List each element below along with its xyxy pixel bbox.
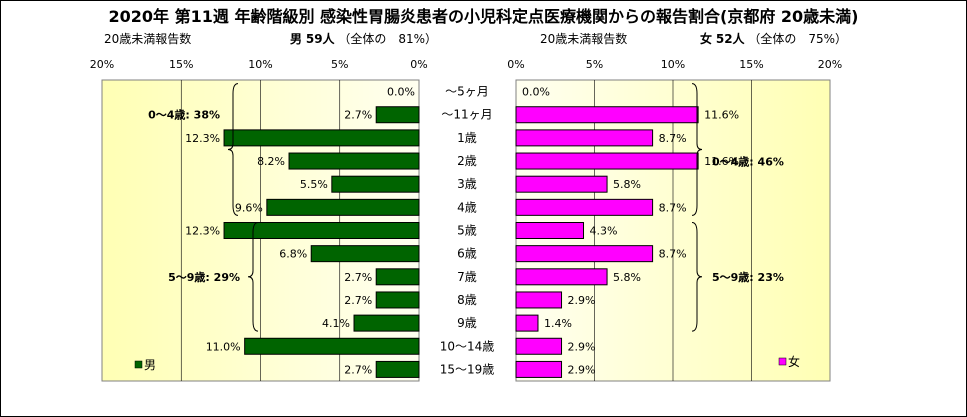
male-bar (375, 106, 420, 124)
female-bar (515, 152, 699, 170)
category-label: 5歳 (457, 224, 477, 238)
male-bar (331, 175, 420, 193)
category-label: 7歳 (457, 270, 477, 284)
male-value-label: 9.6% (235, 201, 263, 214)
male-brace-0-4 (227, 83, 239, 216)
female-brace-0-4 (691, 83, 703, 216)
female-value-label: 8.7% (659, 201, 687, 214)
category-label: 10～14歳 (440, 339, 495, 353)
female-header-sex: 女 (700, 32, 713, 46)
female-x-tick-label: 15% (739, 58, 763, 71)
female-legend-label: 女 (788, 354, 800, 369)
male-value-label: 11.0% (206, 340, 241, 353)
male-legend-label: 男 (144, 358, 156, 372)
female-header-caption: 20歳未満報告数 (540, 32, 628, 46)
category-label: ～5ヶ月 (445, 85, 489, 99)
male-value-label: 6.8% (279, 248, 307, 261)
male-x-tick-label: 10% (248, 58, 272, 71)
female-x-tick-label: 20% (818, 58, 842, 71)
male-header-sex: 男 (290, 32, 303, 46)
male-header-ratio: （全体の 81%） (338, 32, 438, 46)
female-value-label: 11.6% (704, 155, 739, 168)
male-bar (244, 337, 420, 355)
female-value-label: 2.9% (568, 363, 596, 376)
female-bar (515, 291, 563, 309)
female-x-tick-label: 0% (507, 58, 524, 71)
male-bar (288, 152, 420, 170)
male-x-tick-label: 15% (169, 58, 193, 71)
male-header-summary: 男 59人 （全体の 81%） (290, 30, 437, 47)
category-label: 15～19歳 (440, 362, 495, 376)
male-value-label: 8.2% (257, 155, 285, 168)
male-value-label: 2.7% (344, 363, 372, 376)
chart-title: 2020年 第11週 年齢階級別 感染性胃腸炎患者の小児科定点医療機関からの報告… (108, 7, 859, 26)
female-x-tick-label: 5% (586, 58, 603, 71)
category-label: 9歳 (457, 316, 477, 330)
male-value-label: 5.5% (300, 178, 328, 191)
category-label: 4歳 (457, 200, 477, 214)
category-label: 3歳 (457, 177, 477, 191)
female-value-label: 5.8% (613, 178, 641, 191)
female-legend-swatch (778, 357, 787, 366)
category-label: ～11ヶ月 (441, 108, 492, 122)
female-value-label: 8.7% (659, 248, 687, 261)
category-label: 6歳 (457, 247, 477, 261)
female-value-label: 11.6% (704, 109, 739, 122)
male-bar (375, 268, 420, 286)
female-bar (515, 337, 563, 355)
male-legend-swatch (134, 360, 143, 369)
male-header-count: 59人 (305, 32, 335, 46)
male-value-label: 12.3% (185, 132, 220, 145)
female-bar (515, 314, 539, 332)
male-x-tick-label: 0% (410, 58, 427, 71)
female-bar (515, 268, 608, 286)
male-bar (375, 291, 420, 309)
male-value-label: 4.1% (322, 317, 350, 330)
male-header-caption: 20歳未満報告数 (104, 32, 192, 46)
male-value-label: 2.7% (344, 294, 372, 307)
female-bar (515, 360, 563, 378)
female-header-count: 52人 (715, 32, 745, 46)
female-bar (515, 198, 654, 216)
male-x-tick-label: 5% (331, 58, 348, 71)
female-bar (515, 106, 699, 124)
male-value-label: 2.7% (344, 271, 372, 284)
female-x-tick-label: 10% (661, 58, 685, 71)
male-brace-5-9 (247, 222, 259, 332)
female-brace-5-9 (691, 222, 703, 332)
female-value-label: 5.8% (613, 271, 641, 284)
male-x-tick-label: 20% (90, 58, 114, 71)
female-value-label: 2.9% (568, 294, 596, 307)
female-bar (515, 245, 654, 263)
female-value-label: 0.0% (522, 86, 550, 99)
female-value-label: 4.3% (590, 225, 618, 238)
female-bar (515, 129, 654, 147)
female-header-ratio: （全体の 75%） (748, 32, 848, 46)
category-label: 1歳 (457, 131, 477, 145)
male-bar (223, 129, 420, 147)
female-value-label: 1.4% (544, 317, 572, 330)
female-group-label-5-9: 5～9歳: 23% (712, 270, 784, 284)
male-group-label-0-4: 0～4歳: 38% (148, 108, 220, 122)
male-bar (266, 198, 420, 216)
female-header-summary: 女 52人 （全体の 75%） (700, 30, 847, 47)
female-group-label-0-4: 0～4歳: 46% (712, 154, 784, 168)
male-bar (223, 222, 420, 239)
male-value-label: 12.3% (185, 225, 220, 238)
male-bar (353, 314, 420, 332)
category-label: 8歳 (457, 293, 477, 307)
female-value-label: 2.9% (568, 340, 596, 353)
female-bar (515, 175, 608, 193)
female-bar (515, 222, 585, 239)
category-label: 2歳 (457, 154, 477, 168)
male-value-label: 2.7% (344, 109, 372, 122)
male-value-label: 0.0% (387, 86, 415, 99)
female-value-label: 8.7% (659, 132, 687, 145)
male-group-label-5-9: 5～9歳: 29% (168, 270, 240, 284)
male-bar (310, 245, 420, 263)
male-bar (375, 360, 420, 378)
